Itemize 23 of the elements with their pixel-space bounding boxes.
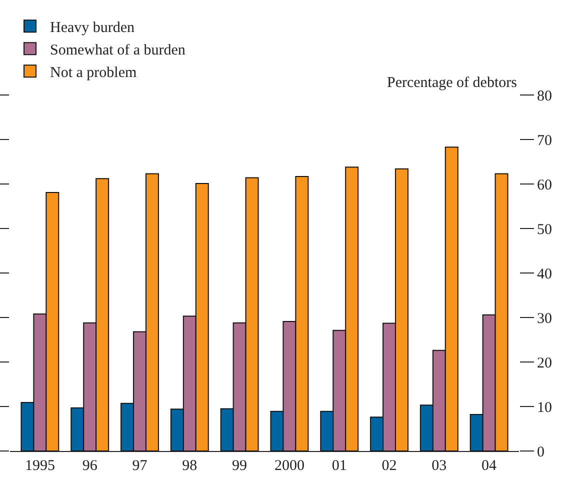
x-tick-label: 98	[182, 458, 198, 474]
y-axis-title: Percentage of debtors	[387, 75, 518, 91]
x-tick-label: 03	[432, 458, 447, 474]
x-tick-label: 99	[232, 458, 248, 474]
x-tick-label: 04	[482, 458, 498, 474]
y-tick-label: 10	[537, 400, 552, 416]
legend-label: Somewhat of a burden	[50, 42, 186, 58]
y-tick-label: 80	[537, 88, 552, 104]
y-tick-label: 30	[537, 310, 552, 327]
x-tick-label: 01	[332, 458, 347, 474]
y-tick-label: 60	[537, 177, 552, 194]
x-tick-label: 2000	[274, 458, 304, 474]
y-tick-label: 40	[537, 266, 552, 282]
legend-label: Not a problem	[50, 64, 137, 81]
y-tick-label: 50	[537, 222, 552, 238]
x-tick-label: 02	[382, 458, 397, 474]
x-tick-label: 97	[132, 458, 148, 474]
y-tick-label: 70	[537, 132, 552, 149]
y-tick-label: 0	[537, 444, 544, 460]
x-tick-label: 96	[82, 458, 98, 474]
legend-label: Heavy burden	[50, 20, 136, 36]
x-tick-label: 1995	[24, 458, 55, 474]
y-tick-label: 20	[537, 355, 552, 372]
